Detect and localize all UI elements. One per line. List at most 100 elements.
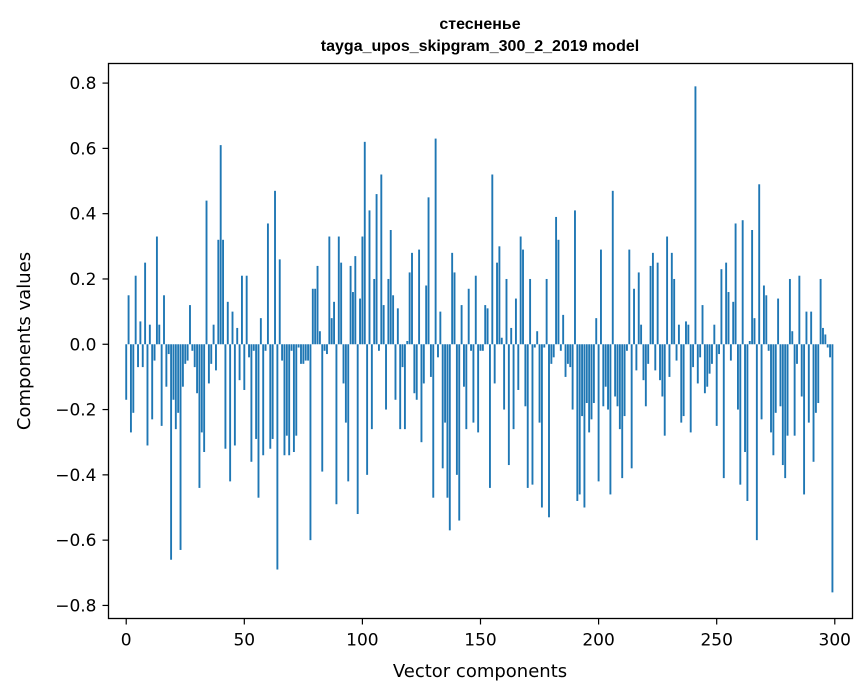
- bar: [297, 344, 300, 348]
- bar: [524, 344, 527, 407]
- bar: [550, 344, 553, 364]
- y-tick-label: 0.4: [69, 205, 96, 225]
- bar: [453, 272, 456, 345]
- bar: [375, 194, 378, 345]
- bar: [238, 344, 241, 381]
- bar: [583, 344, 586, 508]
- bar: [786, 344, 789, 436]
- bar: [829, 344, 832, 358]
- bar: [536, 331, 539, 345]
- bar: [127, 295, 130, 345]
- bar: [623, 344, 626, 417]
- bar: [611, 190, 614, 345]
- bar: [427, 197, 430, 345]
- y-tick-label: 0.8: [69, 74, 96, 94]
- bar: [193, 344, 196, 368]
- bar: [805, 311, 808, 345]
- bar: [255, 344, 258, 439]
- bar: [581, 344, 584, 417]
- bar: [656, 262, 659, 345]
- bar: [337, 236, 340, 345]
- bar: [415, 344, 418, 400]
- bar: [413, 344, 416, 394]
- bar: [368, 210, 371, 345]
- bar: [479, 344, 482, 351]
- bar: [540, 344, 543, 508]
- bar: [621, 344, 624, 479]
- y-tick-label: −0.8: [55, 596, 96, 616]
- y-axis-ticks: 0.8 0.6 0.4 0.2 0.0 −0.2 −0.4 −0.6 −0.8: [55, 74, 109, 616]
- bar: [163, 295, 165, 345]
- bar: [824, 334, 827, 345]
- bar: [132, 344, 135, 413]
- bar: [243, 344, 246, 390]
- bar: [349, 265, 352, 345]
- bar: [640, 324, 643, 345]
- bar: [212, 324, 215, 345]
- bar: [737, 344, 739, 410]
- bar: [784, 344, 787, 479]
- bar: [129, 344, 132, 433]
- bar: [307, 344, 310, 361]
- bar: [529, 278, 532, 345]
- bar: [685, 321, 687, 345]
- bar: [481, 344, 484, 351]
- bar: [137, 344, 139, 368]
- bar: [500, 337, 503, 345]
- bar: [566, 344, 569, 364]
- bar: [659, 344, 661, 381]
- bar: [510, 327, 513, 345]
- bar: [148, 324, 151, 345]
- bar: [172, 344, 175, 400]
- bar: [370, 344, 373, 430]
- chart-title: стесненье: [439, 16, 520, 33]
- bar: [196, 344, 199, 394]
- bar: [661, 344, 664, 397]
- chart-subtitle: tayga_upos_skipgram_300_2_2019 model: [321, 38, 639, 55]
- bar: [295, 344, 298, 436]
- bar: [602, 344, 605, 407]
- x-axis-ticks: 0 50 100 150 200 250 300: [121, 618, 851, 651]
- bar: [788, 278, 791, 345]
- bar: [342, 344, 345, 384]
- bar: [396, 308, 399, 345]
- bar: [377, 344, 380, 351]
- bar: [819, 278, 822, 345]
- bar: [564, 344, 567, 377]
- bar: [514, 298, 517, 345]
- bar: [262, 344, 265, 456]
- bar: [224, 344, 227, 449]
- bar: [314, 288, 317, 345]
- bar: [387, 278, 390, 345]
- bar: [696, 344, 699, 384]
- bar: [720, 269, 723, 345]
- bar: [219, 145, 222, 345]
- bar: [559, 344, 562, 351]
- bar: [496, 262, 498, 345]
- x-tick-label: 250: [700, 631, 732, 651]
- bar: [316, 265, 319, 345]
- bar: [139, 321, 142, 345]
- bar: [330, 318, 333, 345]
- bar: [744, 344, 746, 452]
- bar: [618, 344, 621, 430]
- x-tick-label: 200: [582, 631, 614, 651]
- bar: [394, 344, 397, 400]
- bar: [642, 344, 645, 381]
- bar: [146, 344, 149, 446]
- bar: [248, 344, 250, 358]
- bar: [592, 344, 595, 404]
- bar: [727, 292, 730, 345]
- bar: [455, 344, 458, 475]
- bar: [474, 275, 477, 345]
- bar: [186, 344, 189, 361]
- bar: [252, 344, 255, 351]
- bar: [692, 344, 695, 368]
- bar: [257, 344, 260, 498]
- bar: [578, 344, 581, 495]
- bar: [203, 344, 206, 452]
- bar: [300, 344, 302, 364]
- bar: [155, 236, 158, 345]
- bar: [283, 344, 286, 456]
